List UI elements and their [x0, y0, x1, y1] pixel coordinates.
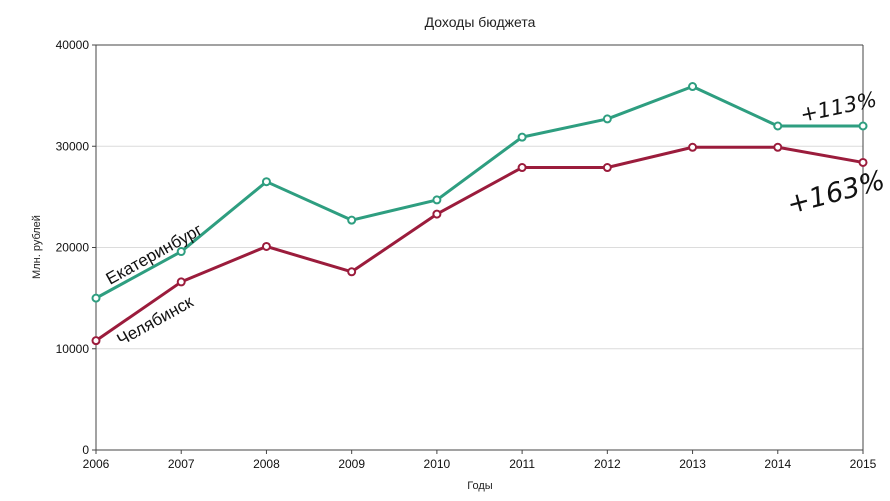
y-tick-label: 20000 [56, 241, 90, 255]
data-point [91, 336, 101, 346]
x-tick-label: 2012 [594, 457, 621, 471]
data-point [347, 215, 357, 225]
data-point [517, 163, 527, 173]
data-point [858, 121, 868, 131]
data-point [261, 241, 271, 251]
data-point [432, 209, 442, 219]
data-point [602, 163, 612, 173]
annotation-ekaterinburg: +113% [798, 87, 879, 127]
chart-title: Доходы бюджета [425, 14, 536, 30]
series [91, 82, 868, 346]
data-point [176, 277, 186, 287]
x-tick-label: 2015 [850, 457, 877, 471]
data-point [688, 142, 698, 152]
x-tick-labels: 2006 2007 2008 2009 2010 2011 2012 2013 2014 2015 [83, 457, 877, 471]
x-tick-label: 2010 [424, 457, 451, 471]
series-line [95, 85, 863, 300]
data-point [602, 114, 612, 124]
x-tick-label: 2008 [253, 457, 280, 471]
x-axis-label: Годы [467, 480, 493, 492]
x-tick-label: 2013 [679, 457, 706, 471]
y-axis-label: Млн. рублей [31, 215, 43, 279]
axes [92, 44, 864, 454]
data-point [773, 121, 783, 131]
x-tick-label: 2006 [83, 457, 110, 471]
data-point [176, 247, 186, 257]
data-point [261, 177, 271, 187]
data-point [432, 195, 442, 205]
series-2 [91, 142, 868, 346]
grid [96, 44, 863, 350]
series-1 [91, 82, 868, 303]
annotation-chelyabinsk: +163% [784, 165, 888, 221]
y-tick-label: 0 [82, 443, 89, 457]
y-tick-label: 40000 [56, 38, 90, 52]
data-point [517, 132, 527, 142]
data-point [773, 142, 783, 152]
series-line [95, 145, 864, 342]
x-tick-label: 2009 [338, 457, 365, 471]
y-tick-labels: 0 10000 20000 30000 40000 [56, 38, 90, 457]
y-tick-label: 10000 [56, 342, 90, 356]
x-tick-label: 2011 [509, 457, 535, 471]
data-point [91, 293, 101, 303]
x-tick-label: 2014 [764, 457, 791, 471]
data-point [688, 82, 698, 92]
data-point [858, 157, 868, 167]
data-point [347, 267, 357, 277]
y-tick-label: 30000 [56, 139, 90, 153]
x-tick-label: 2007 [168, 457, 195, 471]
